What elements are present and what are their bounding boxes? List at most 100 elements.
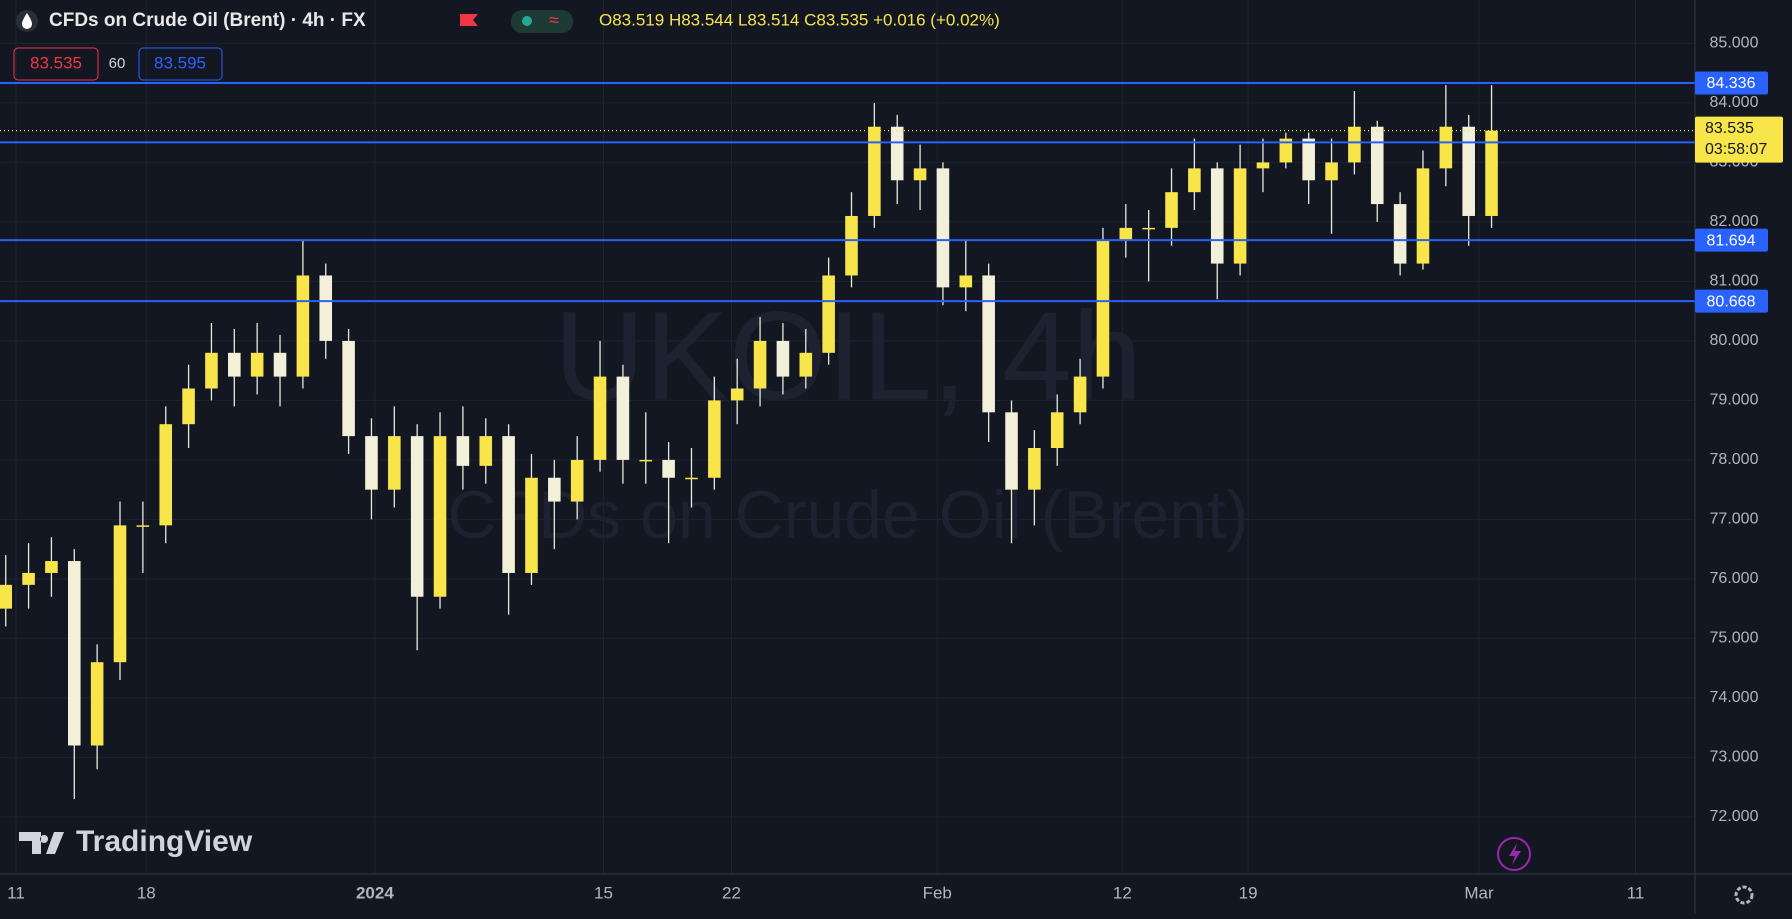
candle-body — [1188, 168, 1201, 193]
candle-body — [502, 436, 515, 573]
last-price-label: 83.535 — [1705, 120, 1754, 137]
candle-body — [1233, 168, 1247, 264]
candle-body — [45, 561, 58, 573]
y-tick-label: 73.000 — [1710, 749, 1759, 766]
candle-body — [616, 376, 630, 460]
y-tick-label: 75.000 — [1710, 630, 1759, 647]
y-tick-label: 84.000 — [1710, 94, 1759, 111]
candle-body — [273, 352, 287, 377]
candle-body — [90, 662, 104, 746]
overlay — [0, 81, 1695, 303]
candle-body — [570, 459, 584, 502]
candle-body — [1325, 162, 1338, 181]
candle-body — [205, 352, 218, 389]
buy-price[interactable]: 83.595 — [154, 53, 206, 72]
oil-drop — [22, 13, 32, 29]
watermark-title: UKOIL, 4h — [554, 285, 1142, 426]
y-tick-label: 85.000 — [1710, 35, 1759, 52]
candle-body — [228, 352, 241, 377]
candle-body — [1165, 192, 1178, 228]
candle-body — [68, 561, 81, 746]
candle-body — [250, 352, 264, 377]
x-tick-label: Mar — [1464, 883, 1494, 902]
y-tick-label: 79.000 — [1710, 392, 1759, 409]
x-tick-label: 12 — [1113, 883, 1132, 902]
symbol-title[interactable]: CFDs on Crude Oil (Brent) · 4h · FX — [49, 10, 366, 31]
candle-body — [1028, 448, 1041, 490]
y-tick-label: 82.000 — [1710, 213, 1759, 230]
candle-body — [1210, 168, 1224, 264]
candle-body — [433, 436, 447, 597]
candle-body — [799, 352, 813, 377]
candle-body — [319, 275, 333, 341]
y-tick-label: 77.000 — [1710, 511, 1759, 528]
candle-body — [776, 340, 790, 377]
axes: 72.000 73.000 74.000 75.000 76.000 77.000 78.0… — [7, 35, 1783, 902]
y-tick-label: 74.000 — [1710, 689, 1759, 706]
level-label-box — [1695, 289, 1768, 313]
level-label: 81.694 — [1707, 232, 1756, 249]
candle-body — [913, 168, 927, 181]
candle-body — [182, 388, 195, 425]
candle-body — [662, 459, 675, 478]
candle-body — [593, 376, 607, 460]
status-pill[interactable] — [511, 10, 573, 33]
logo-text[interactable]: TradingView — [76, 825, 253, 858]
buy-box[interactable] — [138, 47, 223, 81]
x-tick-label: 22 — [722, 883, 741, 902]
candle-body — [1439, 126, 1453, 169]
candle-body — [1005, 412, 1018, 490]
logo-mark — [19, 832, 64, 854]
candle-body — [388, 436, 401, 490]
candle-body — [1393, 204, 1407, 264]
candle-body — [936, 168, 950, 288]
spread: 60 — [109, 55, 126, 72]
candle-body — [1348, 126, 1361, 163]
candle-body — [982, 275, 995, 413]
x-tick-label: 2024 — [356, 883, 394, 902]
candle-body — [1096, 239, 1110, 377]
sell-box[interactable] — [13, 47, 99, 81]
y-tick-label: 78.000 — [1710, 451, 1759, 468]
lightning-button[interactable] — [1497, 837, 1531, 871]
ohlc-values: O83.519 H83.544 L83.514 C83.535 +0.016 (… — [599, 10, 1000, 29]
candle-body — [959, 275, 973, 288]
watermark-subtitle: CFDs on Crude Oil (Brent) — [447, 477, 1248, 553]
y-tick-label: 81.000 — [1710, 273, 1759, 290]
candle-body — [296, 275, 310, 377]
candle-body — [525, 477, 538, 573]
candle-body — [1142, 227, 1155, 230]
settings-button[interactable] — [1734, 885, 1754, 905]
candle-body — [456, 436, 470, 466]
candle-body — [1485, 130, 1498, 216]
candles — [0, 85, 1498, 800]
x-tick-label: 15 — [594, 883, 613, 902]
level-label-box — [1695, 71, 1768, 95]
candle-body — [708, 400, 721, 478]
sell-price[interactable]: 83.535 — [30, 53, 82, 72]
candle-body — [1279, 138, 1293, 163]
y-tick-label: 72.000 — [1710, 808, 1759, 825]
candle-body — [1302, 138, 1315, 181]
x-tick-label: 19 — [1239, 883, 1258, 902]
candle-body — [1050, 412, 1064, 449]
level-label: 84.336 — [1707, 75, 1756, 92]
candle-body — [1256, 162, 1270, 169]
x-tick-label: 11 — [1627, 883, 1645, 902]
candle-body — [548, 477, 561, 502]
candle-body — [868, 126, 881, 216]
candle-body — [639, 459, 653, 462]
level-label: 80.668 — [1707, 293, 1756, 310]
level-label-box — [1695, 228, 1768, 252]
y-tick-label: 80.000 — [1710, 332, 1759, 349]
y-tick-label: 76.000 — [1710, 570, 1759, 587]
candle-body — [342, 340, 355, 437]
candle-body — [113, 525, 127, 663]
flag-icon[interactable] — [460, 14, 478, 26]
candle-body — [1416, 168, 1430, 264]
candle-body — [159, 424, 173, 526]
candle-body — [0, 584, 13, 609]
status-wave: ≈ — [549, 10, 559, 30]
candle-body — [730, 388, 744, 401]
